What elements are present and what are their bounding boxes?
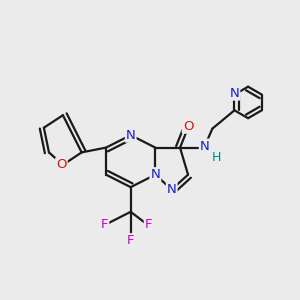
Text: F: F [101, 218, 108, 231]
Text: N: N [126, 129, 136, 142]
Text: N: N [167, 183, 177, 196]
Text: N: N [200, 140, 210, 153]
Text: O: O [183, 120, 193, 133]
Text: N: N [151, 168, 160, 181]
Text: H: H [211, 151, 221, 164]
Text: F: F [127, 234, 134, 247]
Text: F: F [145, 218, 152, 231]
Text: N: N [230, 87, 239, 100]
Text: O: O [56, 158, 67, 171]
